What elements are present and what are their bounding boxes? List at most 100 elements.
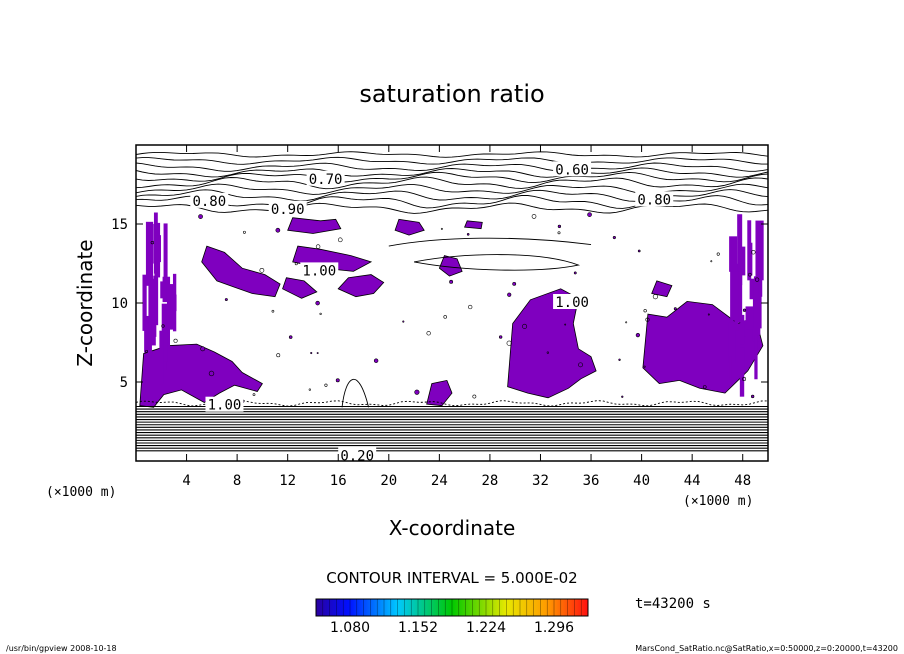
fill-speckle — [643, 309, 647, 313]
fill-region — [287, 217, 342, 234]
fill-speckle — [557, 224, 562, 229]
fill-speckle — [578, 362, 583, 368]
fill-speckle — [200, 346, 206, 352]
fill-speckle — [288, 335, 293, 339]
fill-streak — [754, 331, 758, 380]
x-tick-label: 28 — [481, 473, 498, 489]
contour-line — [136, 156, 768, 165]
fill-streak — [145, 221, 154, 286]
fill-streak — [162, 276, 171, 303]
x-tick-label: 48 — [734, 473, 751, 489]
fill-streak — [730, 251, 737, 321]
contour-line-plume — [341, 378, 370, 408]
fill-speckle — [506, 340, 512, 346]
fill-speckle — [716, 252, 720, 256]
fill-speckle — [449, 279, 454, 284]
x-axis-unit: (×1000 m) — [46, 485, 116, 500]
fill-region — [651, 280, 673, 298]
fill-streak — [159, 330, 164, 385]
x-tick-label: 32 — [532, 473, 549, 489]
fill-speckle — [573, 271, 577, 275]
fill-streak — [147, 326, 150, 379]
fill-streak — [142, 274, 147, 331]
fill-streak — [747, 220, 752, 281]
fill-speckle — [531, 214, 537, 219]
fill-speckle — [707, 313, 710, 316]
contour-label: 0.80 — [192, 194, 226, 210]
fill-speckle — [161, 324, 165, 328]
fill-region — [282, 277, 318, 299]
fill-speckle — [673, 307, 677, 311]
fill-speckle — [748, 272, 752, 277]
fill-speckle — [259, 267, 265, 273]
y-axis-label: Z-coordinate — [73, 239, 97, 366]
contour-label: 0.20 — [340, 448, 374, 464]
fill-speckle — [316, 352, 319, 355]
fill-streak — [163, 324, 168, 362]
fill-streak — [754, 301, 761, 335]
x-tick-label: 20 — [380, 473, 397, 489]
fill-speckle — [612, 235, 616, 240]
contour-labels: 0.60 0.70 0.80 0.90 0.80 1.00 1.00 1.00 0.20 — [190, 161, 674, 464]
fill-speckle — [507, 292, 512, 297]
fill-speckle — [512, 281, 517, 286]
fill-speckle — [324, 383, 328, 387]
fill-speckle — [373, 358, 379, 363]
fill-speckle — [224, 298, 228, 302]
x-axis-label: X-coordinate — [389, 516, 516, 540]
contour-label-bg — [205, 396, 244, 412]
contour-label-bg — [268, 200, 307, 216]
contour-label: 0.60 — [555, 162, 589, 178]
fill-speckle — [443, 315, 447, 319]
fill-speckle — [637, 249, 641, 253]
fill-streak — [750, 242, 753, 276]
fill-speckle — [294, 262, 298, 266]
fill-streak — [729, 236, 738, 272]
fill-region — [426, 379, 453, 407]
contour-line — [136, 162, 768, 172]
fill-speckle — [242, 230, 246, 234]
colorbar-tick-label: 1.224 — [466, 620, 506, 636]
contour-line — [136, 151, 768, 158]
contour-label-bg — [300, 262, 339, 278]
contour-label-bg — [553, 294, 592, 309]
fill-streak — [170, 294, 177, 312]
footer-right: MarsCond_SatRatio.nc@SatRatio,x=0:50000,… — [635, 644, 898, 653]
contour-label-bg — [190, 192, 229, 208]
fill-region — [139, 343, 263, 408]
x-tick-label: 36 — [583, 473, 600, 489]
contour-line-1.00 — [136, 400, 768, 407]
contour-label-bg — [338, 447, 377, 461]
fill-speckle — [252, 393, 256, 396]
fill-speckle — [426, 331, 431, 336]
fill-speckle — [652, 294, 658, 300]
fill-streak — [163, 223, 168, 281]
fill-speckle — [742, 308, 747, 312]
time-label: t=43200 s — [635, 596, 711, 612]
footer-left: /usr/bin/gpview 2008-10-18 — [6, 644, 117, 653]
fill-speckle — [198, 214, 203, 219]
fill-streak — [148, 278, 156, 346]
fill-speckle — [702, 385, 707, 389]
fill-speckle — [276, 353, 281, 358]
fill-speckle — [315, 300, 320, 306]
fill-region — [337, 274, 385, 298]
fill-streak — [729, 356, 732, 380]
contour-interval-label: CONTOUR INTERVAL = 5.000E-02 — [326, 569, 577, 587]
fill-streak — [166, 322, 170, 371]
contour-label: 0.80 — [637, 192, 671, 208]
fill-speckle — [337, 237, 343, 243]
fill-speckle — [564, 323, 567, 326]
fill-streak — [166, 284, 175, 330]
x-tick-label: 4 — [182, 473, 190, 489]
colorbar-tick-label: 1.080 — [330, 620, 370, 636]
fill-speckle — [625, 321, 628, 324]
fill-streak — [734, 263, 739, 331]
fill-speckle — [315, 244, 321, 249]
fill-streak — [758, 242, 763, 297]
fill-speckle — [546, 351, 550, 354]
chart-title: saturation ratio — [359, 80, 544, 108]
fill-speckle — [319, 312, 322, 316]
fill-speckle — [618, 358, 621, 361]
